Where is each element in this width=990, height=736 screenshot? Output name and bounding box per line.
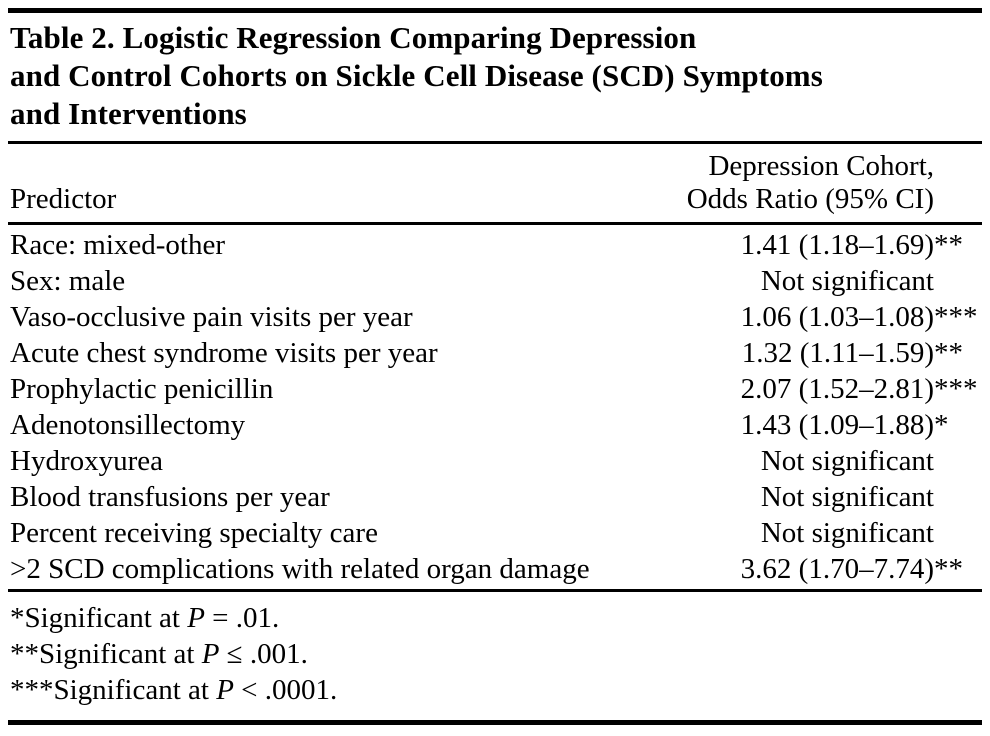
table-title: Table 2. Logistic Regression Comparing D… — [8, 13, 982, 141]
odds-ratio-cell: 1.06 (1.03–1.08)*** — [740, 301, 978, 333]
odds-ratio-cell: 2.07 (1.52–2.81)*** — [740, 373, 978, 405]
odds-ratio-value: 1.43 (1.09–1.88) — [740, 409, 934, 441]
odds-ratio-value: Not significant — [760, 445, 934, 477]
odds-ratio-cell: Not significant — [761, 515, 982, 551]
predictor-cell: Prophylactic penicillin — [10, 373, 274, 405]
table-row: >2 SCD complications with related organ … — [8, 551, 982, 587]
bottom-rule — [8, 720, 982, 725]
table-row: Hydroxyurea Not significant — [8, 443, 982, 479]
predictor-cell: Adenotonsillectomy — [10, 409, 246, 441]
footnote-significance-1: *Significant at P = .01. — [10, 600, 982, 636]
body-divider — [8, 589, 982, 592]
footnote-rest: = .01. — [204, 602, 280, 634]
predictor-cell: Blood transfusions per year — [10, 481, 330, 513]
table-row: Acute chest syndrome visits per year 1.3… — [8, 335, 982, 371]
column-header-odds-ratio-line-1: Depression Cohort, — [708, 150, 934, 182]
table-row: Prophylactic penicillin 2.07 (1.52–2.81)… — [8, 371, 982, 407]
title-divider — [8, 141, 982, 144]
table-title-line-1: Table 2. Logistic Regression Comparing D… — [10, 20, 697, 55]
table-header-row: Predictor Depression Cohort, Odds Ratio … — [8, 144, 982, 222]
odds-ratio-cell: Not significant — [761, 479, 982, 515]
footnote-p-symbol: P — [187, 602, 205, 634]
footnote-p-symbol: P — [201, 638, 220, 670]
footnote-significance-2: **Significant at P ≤ .001. — [10, 636, 982, 672]
footnote-rest: < .0001. — [233, 674, 338, 706]
column-header-odds-ratio: Depression Cohort, Odds Ratio (95% CI) — [687, 150, 982, 216]
predictor-cell: Vaso-occlusive pain visits per year — [10, 301, 413, 333]
top-rule — [8, 8, 982, 13]
predictor-cell: Hydroxyurea — [10, 445, 164, 477]
odds-ratio-cell: 1.41 (1.18–1.69)** — [740, 229, 963, 261]
odds-ratio-cell: 1.43 (1.09–1.88)* — [740, 409, 949, 441]
predictor-cell: Race: mixed-other — [10, 229, 225, 261]
footnote-significance-3: ***Significant at P < .0001. — [10, 672, 982, 708]
odds-ratio-value: 1.06 (1.03–1.08) — [740, 301, 934, 333]
table-row: Percent receiving specialty care Not sig… — [8, 515, 982, 551]
table-body: Race: mixed-other 1.41 (1.18–1.69)** Sex… — [8, 225, 982, 589]
footnote-prefix: **Significant at — [10, 638, 202, 670]
footnote-prefix: ***Significant at — [10, 674, 217, 706]
predictor-cell: >2 SCD complications with related organ … — [10, 553, 590, 585]
footnote-rest: ≤ .001. — [219, 638, 308, 670]
column-header-predictor: Predictor — [10, 183, 117, 215]
header-divider — [8, 222, 982, 225]
odds-ratio-cell: Not significant — [761, 443, 982, 479]
odds-ratio-value: 2.07 (1.52–2.81) — [740, 373, 934, 405]
odds-ratio-value: Not significant — [760, 481, 934, 513]
odds-ratio-value: Not significant — [760, 265, 934, 297]
odds-ratio-cell: Not significant — [761, 263, 982, 299]
table-row: Blood transfusions per year Not signific… — [8, 479, 982, 515]
predictor-cell: Percent receiving specialty care — [10, 517, 378, 549]
table-row: Adenotonsillectomy 1.43 (1.09–1.88)* — [8, 407, 982, 443]
predictor-cell: Sex: male — [10, 265, 126, 297]
table-title-line-2: and Control Cohorts on Sickle Cell Disea… — [10, 58, 823, 93]
odds-ratio-cell: 1.32 (1.11–1.59)** — [741, 337, 963, 369]
odds-ratio-value: 3.62 (1.70–7.74) — [740, 553, 934, 585]
odds-ratio-value: 1.32 (1.11–1.59) — [741, 337, 934, 369]
table-row: Sex: male Not significant — [8, 263, 982, 299]
column-header-odds-ratio-line-2: Odds Ratio (95% CI) — [686, 183, 934, 215]
footnote-prefix: *Significant at — [10, 602, 188, 634]
footnote-p-symbol: P — [216, 674, 234, 706]
table-footnotes: *Significant at P = .01. **Significant a… — [8, 592, 982, 720]
table-row: Vaso-occlusive pain visits per year 1.06… — [8, 299, 982, 335]
table-row: Race: mixed-other 1.41 (1.18–1.69)** — [8, 227, 982, 263]
odds-ratio-value: 1.41 (1.18–1.69) — [740, 229, 934, 261]
odds-ratio-cell: 3.62 (1.70–7.74)** — [740, 553, 963, 585]
table-title-line-3: and Interventions — [10, 96, 247, 131]
odds-ratio-value: Not significant — [760, 517, 934, 549]
predictor-cell: Acute chest syndrome visits per year — [10, 337, 438, 369]
